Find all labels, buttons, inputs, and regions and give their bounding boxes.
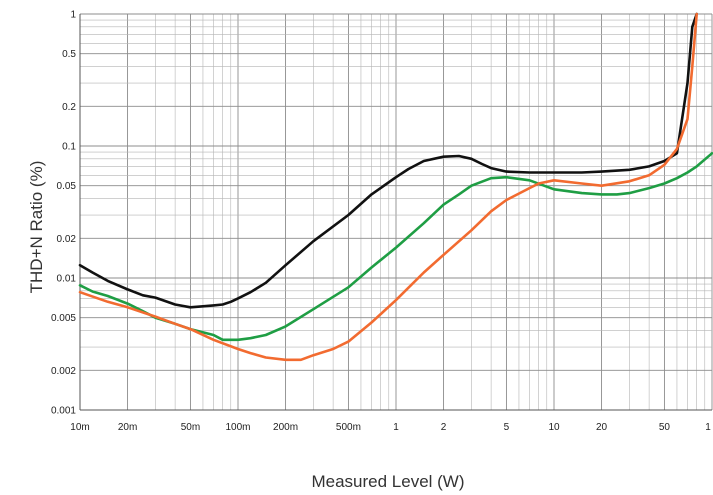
series-line-1 — [78, 12, 699, 309]
x-tick-label: 200m — [273, 422, 298, 433]
x-tick-label: 50m — [181, 422, 200, 433]
x-tick-label: 20 — [596, 422, 608, 433]
y-tick-label: 0.2 — [62, 102, 76, 113]
x-tick-label: 2 — [441, 422, 447, 433]
y-tick-label: 0.5 — [62, 49, 76, 60]
x-tick-label: 100m — [225, 422, 250, 433]
y-tick-label: 0.05 — [57, 181, 77, 192]
y-tick-label: 0.001 — [51, 406, 76, 417]
x-tick-label: 5 — [504, 422, 510, 433]
x-tick-label: 500m — [336, 422, 361, 433]
x-tick-labels: 10m 20m 50m 100m 200m 500m 1 2 5 10 20 50 1 — [70, 422, 711, 433]
chart-series-group — [78, 12, 713, 362]
series-line-3 — [78, 12, 699, 362]
x-tick-label: 50 — [659, 422, 671, 433]
y-tick-label: 0.01 — [57, 274, 77, 285]
x-tick-label: 10m — [70, 422, 89, 433]
y-tick-label: 0.002 — [51, 366, 76, 377]
y-tick-label: 1 — [70, 10, 76, 21]
y-tick-label: 0.02 — [57, 234, 77, 245]
y-axis-label: THD+N Ratio (%) — [27, 161, 46, 294]
chart-grid — [79, 13, 713, 411]
x-tick-label: 20m — [118, 422, 137, 433]
y-tick-labels: 0.001 0.002 0.005 0.01 0.02 0.05 0.1 0.2 0.5 1 — [51, 10, 76, 417]
x-tick-label: 1 — [705, 422, 711, 433]
y-tick-label: 0.1 — [62, 142, 76, 153]
x-tick-label: 10 — [548, 422, 560, 433]
x-axis-label: Measured Level (W) — [311, 472, 464, 491]
x-tick-label: 1 — [393, 422, 399, 433]
y-tick-label: 0.005 — [51, 313, 76, 324]
